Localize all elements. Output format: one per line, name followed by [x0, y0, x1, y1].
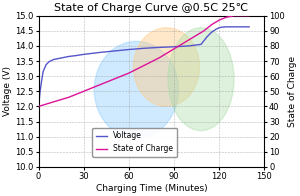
Legend: Voltage, State of Charge: Voltage, State of Charge [92, 128, 177, 157]
Y-axis label: State of Charge: State of Charge [287, 56, 296, 127]
Ellipse shape [133, 28, 200, 106]
Ellipse shape [168, 28, 234, 131]
Ellipse shape [94, 41, 178, 138]
Y-axis label: Voltage (V): Voltage (V) [4, 66, 13, 116]
X-axis label: Charging Time (Minutes): Charging Time (Minutes) [96, 183, 207, 192]
Title: State of Charge Curve @0.5C 25℃: State of Charge Curve @0.5C 25℃ [54, 4, 248, 14]
